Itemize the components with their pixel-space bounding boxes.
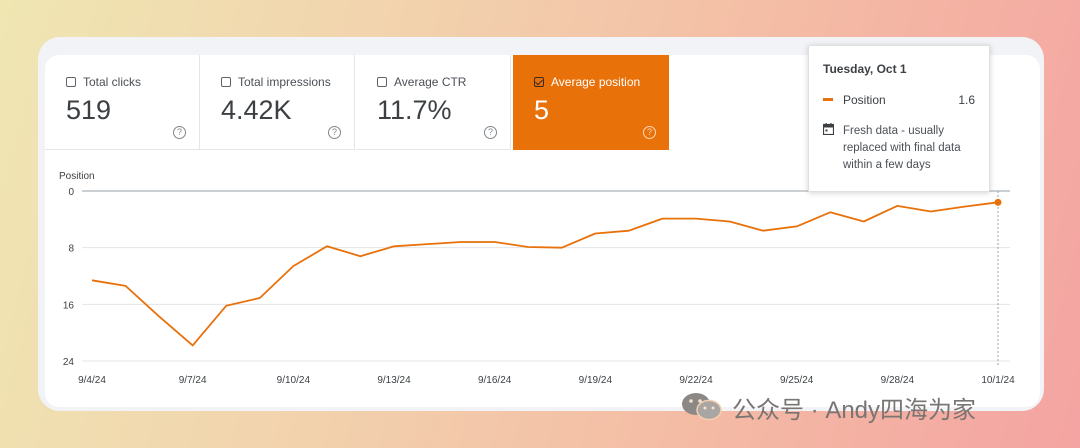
x-tick-label: 9/13/24 — [377, 375, 411, 386]
data-point — [659, 216, 665, 222]
checkbox-icon[interactable] — [66, 77, 76, 87]
data-point — [357, 253, 363, 259]
metric-value: 519 — [66, 95, 112, 125]
data-point — [425, 241, 431, 247]
x-tick-label: 9/28/24 — [881, 375, 915, 386]
metric-tile-total-clicks[interactable]: Total clicks 519 ? — [45, 55, 200, 150]
highlighted-data-point — [994, 198, 1002, 206]
data-point — [324, 243, 330, 249]
data-point — [156, 313, 162, 319]
data-point — [592, 231, 598, 237]
data-point — [961, 204, 967, 210]
help-icon[interactable]: ? — [328, 126, 341, 139]
x-tick-label: 9/4/24 — [78, 375, 106, 386]
wechat-icon — [682, 393, 722, 421]
metric-value: 5 — [534, 95, 550, 125]
y-tick-label: 8 — [68, 244, 74, 255]
chart-tooltip: Tuesday, Oct 1 Position 1.6 Fresh data -… — [808, 45, 990, 192]
data-point — [794, 223, 800, 229]
help-icon[interactable]: ? — [173, 126, 186, 139]
data-point — [458, 239, 464, 245]
tooltip-note: Fresh data - usually replaced with final… — [843, 125, 961, 171]
series-line-position — [91, 201, 999, 347]
data-point — [928, 209, 934, 215]
checked-checkbox-icon[interactable] — [534, 77, 544, 87]
x-tick-label: 9/25/24 — [780, 375, 814, 386]
watermark-text: 公众号 · Andy四海为家 — [732, 397, 977, 424]
tooltip-value: 1.6 — [958, 93, 975, 107]
x-tick-label: 9/7/24 — [179, 375, 207, 386]
data-point — [391, 243, 397, 249]
metric-tile-average-position[interactable]: Average position 5 ? — [513, 55, 669, 150]
data-point — [525, 244, 531, 250]
data-point — [827, 209, 833, 215]
data-point — [123, 283, 129, 289]
metric-tile-total-impressions[interactable]: Total impressions 4.42K ? — [200, 55, 355, 150]
tooltip-series-name: Position — [843, 93, 886, 107]
data-point — [290, 263, 296, 269]
data-point — [492, 239, 498, 245]
checkbox-icon[interactable] — [221, 77, 231, 87]
x-tick-label: 9/16/24 — [478, 375, 512, 386]
metric-label: Average position — [551, 75, 641, 89]
calendar-icon — [823, 123, 834, 135]
data-point — [190, 342, 196, 348]
data-point — [559, 245, 565, 251]
data-point — [861, 218, 867, 224]
checkbox-icon[interactable] — [377, 77, 387, 87]
y-axis-label: Position — [59, 171, 95, 182]
y-tick-label: 24 — [63, 357, 75, 368]
data-point — [894, 203, 900, 209]
data-point — [223, 303, 229, 309]
data-point — [89, 277, 95, 283]
metric-value: 11.7% — [377, 95, 452, 125]
data-point — [257, 295, 263, 301]
help-icon[interactable]: ? — [484, 126, 497, 139]
metric-tile-average-ctr[interactable]: Average CTR 11.7% ? — [356, 55, 511, 150]
x-tick-label: 9/22/24 — [679, 375, 713, 386]
x-tick-label: 9/19/24 — [579, 375, 613, 386]
data-point — [727, 218, 733, 224]
x-tick-label: 10/1/24 — [981, 375, 1015, 386]
data-point — [760, 228, 766, 234]
y-tick-label: 0 — [68, 187, 74, 198]
tooltip-date: Tuesday, Oct 1 — [823, 62, 907, 76]
metric-label: Average CTR — [394, 75, 467, 89]
metric-label: Total impressions — [238, 75, 331, 89]
metric-value: 4.42K — [221, 95, 292, 125]
data-point — [693, 216, 699, 222]
metric-label: Total clicks — [83, 75, 142, 89]
y-tick-label: 16 — [63, 300, 75, 311]
x-tick-label: 9/10/24 — [277, 375, 311, 386]
help-icon[interactable]: ? — [643, 126, 656, 139]
data-point — [626, 228, 632, 234]
series-swatch-icon — [823, 98, 833, 101]
